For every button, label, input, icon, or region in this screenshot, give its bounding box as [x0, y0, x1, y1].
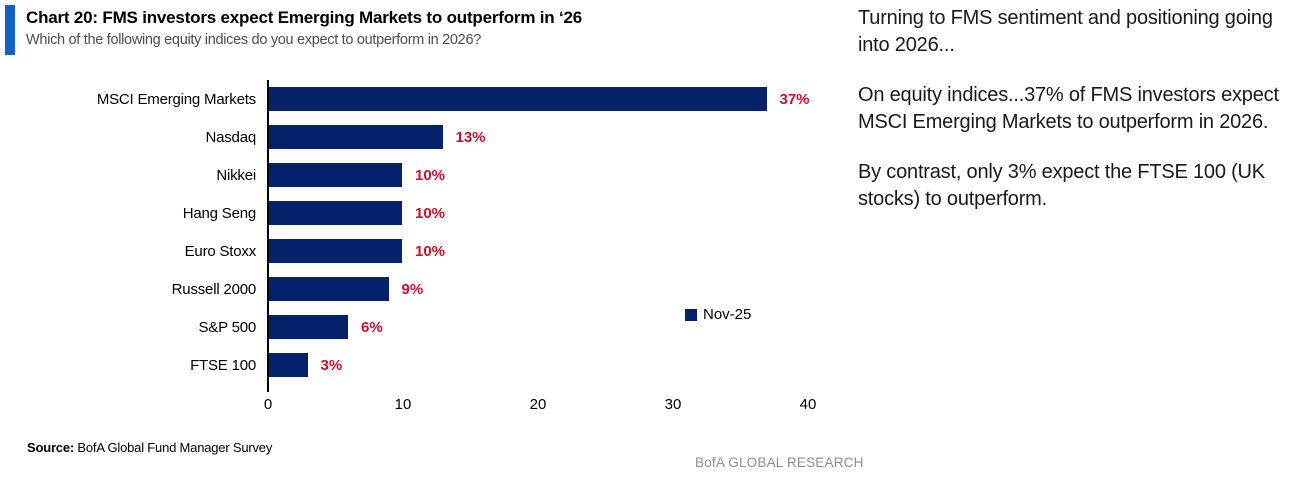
legend: Nov-25: [685, 306, 751, 323]
value-label: 13%: [455, 128, 486, 146]
bar: [267, 353, 308, 377]
value-label: 3%: [320, 356, 343, 374]
value-label: 10%: [415, 204, 446, 222]
bar: [267, 277, 389, 301]
legend-swatch-icon: [685, 308, 697, 321]
bar-track: 10%: [267, 156, 862, 194]
chart-row: Russell 2000 9%: [62, 270, 862, 308]
category-label: Hang Seng: [182, 204, 256, 222]
x-tick-label: 30: [664, 396, 682, 413]
bar-track: 37%: [267, 80, 862, 118]
bar: [267, 87, 767, 111]
x-tick-label: 10: [394, 396, 412, 413]
brand-footer: BofA GLOBAL RESEARCH: [695, 455, 864, 470]
bar-track: 10%: [267, 194, 862, 232]
commentary-paragraph: On equity indices...37% of FMS investors…: [858, 84, 1279, 133]
y-axis-line: [267, 80, 269, 392]
x-tick-label: 20: [529, 396, 547, 413]
chart-subtitle: Which of the following equity indices do…: [26, 32, 481, 48]
bar-track: 3%: [267, 346, 862, 384]
value-label: 10%: [415, 166, 446, 184]
bar-track: 10%: [267, 232, 862, 270]
x-tick-label: 0: [263, 396, 273, 413]
category-label: FTSE 100: [190, 356, 256, 374]
bar: [267, 315, 348, 339]
chart-title: Chart 20: FMS investors expect Emerging …: [26, 8, 583, 27]
bar: [267, 239, 402, 263]
category-label: Nasdaq: [205, 128, 256, 146]
category-label: Russell 2000: [171, 280, 257, 298]
chart-row: Nikkei 10%: [62, 156, 862, 194]
x-axis: 0 10 20 30 40: [264, 396, 828, 416]
source-text: BofA Global Fund Manager Survey: [74, 440, 273, 455]
title-accent-bar: [5, 5, 15, 55]
commentary-paragraph: By contrast, only 3% expect the FTSE 100…: [858, 161, 1265, 210]
commentary: Turning to FMS sentiment and positioning…: [858, 5, 1298, 237]
chart-row: Nasdaq 13%: [62, 118, 862, 156]
bar: [267, 163, 402, 187]
bar: [267, 201, 402, 225]
bar-track: 9%: [267, 270, 862, 308]
value-label: 10%: [415, 242, 446, 260]
chart-row: MSCI Emerging Markets 37%: [62, 80, 862, 118]
category-label: Nikkei: [216, 166, 256, 184]
category-label: S&P 500: [198, 318, 256, 336]
commentary-paragraph: Turning to FMS sentiment and positioning…: [858, 7, 1273, 56]
bar: [267, 125, 443, 149]
value-label: 6%: [361, 318, 383, 336]
chart-row: Euro Stoxx 10%: [62, 232, 862, 270]
chart-row: S&P 500 6%: [62, 308, 862, 346]
value-label: 9%: [401, 280, 424, 298]
bar-track: 6%: [267, 308, 862, 346]
bar-track: 13%: [267, 118, 862, 156]
category-label: Euro Stoxx: [184, 242, 257, 260]
chart-row: FTSE 100 3%: [62, 346, 862, 384]
chart-row: Hang Seng 10%: [62, 194, 862, 232]
value-label: 37%: [779, 90, 810, 108]
source-line: Source: BofA Global Fund Manager Survey: [27, 440, 272, 455]
x-tick-label: 40: [799, 396, 817, 413]
chart-rows: MSCI Emerging Markets 37% Nasdaq 13% Nikkei 1…: [62, 80, 862, 384]
category-label: MSCI Emerging Markets: [96, 90, 256, 108]
legend-label: Nov-25: [703, 306, 752, 323]
bar-chart: MSCI Emerging Markets 37% Nasdaq 13% Nikkei 1…: [62, 80, 862, 430]
source-label: Source:: [27, 440, 75, 455]
